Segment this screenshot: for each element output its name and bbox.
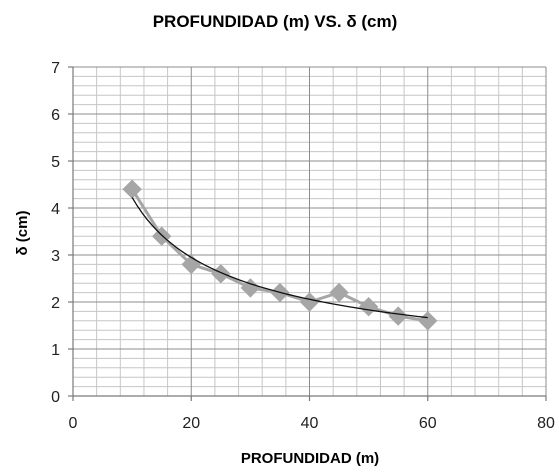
chart-title: PROFUNDIDAD (m) VS. δ (cm) [153,12,398,31]
x-axis-label: PROFUNDIDAD (m) [241,450,379,467]
y-tick-label: 3 [51,248,60,265]
data-point [211,264,231,284]
x-tick-label: 0 [69,415,78,432]
y-tick-label: 6 [51,107,60,124]
y-tick-label: 4 [51,201,60,218]
y-axis-label: δ (cm) [14,211,31,256]
axes [68,66,547,401]
x-tick-label: 40 [301,415,319,432]
data-point [329,282,349,303]
x-tick-label: 60 [419,415,437,432]
y-tick-label: 1 [51,342,60,359]
data-point [151,226,172,246]
y-tick-label: 7 [51,60,60,77]
grid [72,66,547,397]
data-point [122,179,142,199]
y-tick-label: 2 [51,295,60,312]
data-point [358,296,379,317]
tick-labels: 0 20 40 60 80 0 1 2 3 4 5 6 7 [51,60,555,432]
x-tick-label: 80 [537,415,555,432]
y-tick-label: 0 [51,389,60,406]
data-point [299,292,320,312]
y-tick-label: 5 [51,154,60,171]
x-tick-label: 20 [182,415,200,432]
trendline [131,197,428,319]
data-point [418,311,438,331]
trendline-layer [131,197,428,319]
data-point [240,278,261,298]
